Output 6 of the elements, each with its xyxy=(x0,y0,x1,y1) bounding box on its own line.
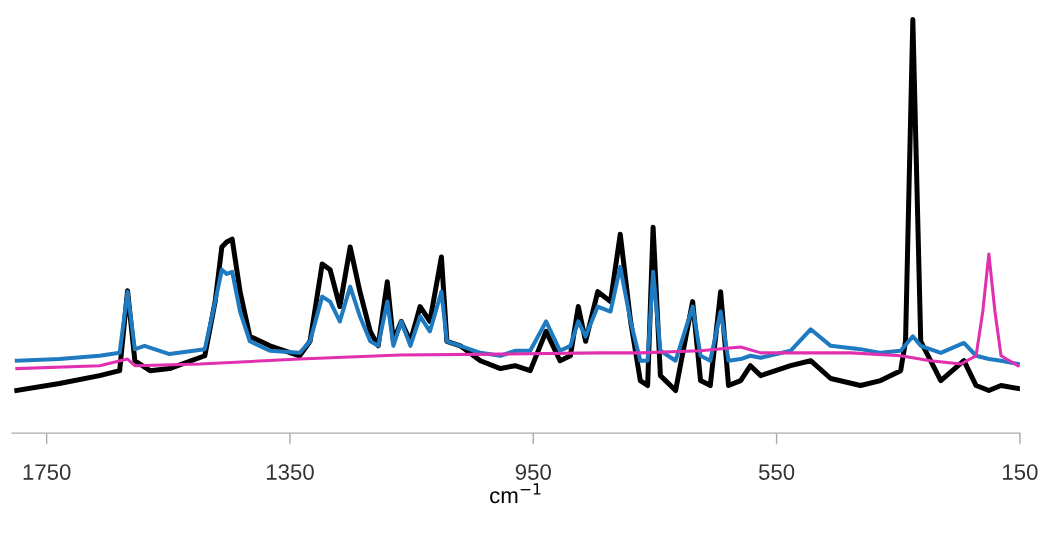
x-tick-label: 150 xyxy=(1003,464,1038,480)
x-tick-label: 1350 xyxy=(266,464,314,480)
x-axis-title: cm$^{−1}$ xyxy=(490,483,541,504)
x-tick-label: 550 xyxy=(758,464,795,480)
x-tick-label: 950 xyxy=(515,464,551,480)
x-tick-label: 1750 xyxy=(23,464,71,480)
